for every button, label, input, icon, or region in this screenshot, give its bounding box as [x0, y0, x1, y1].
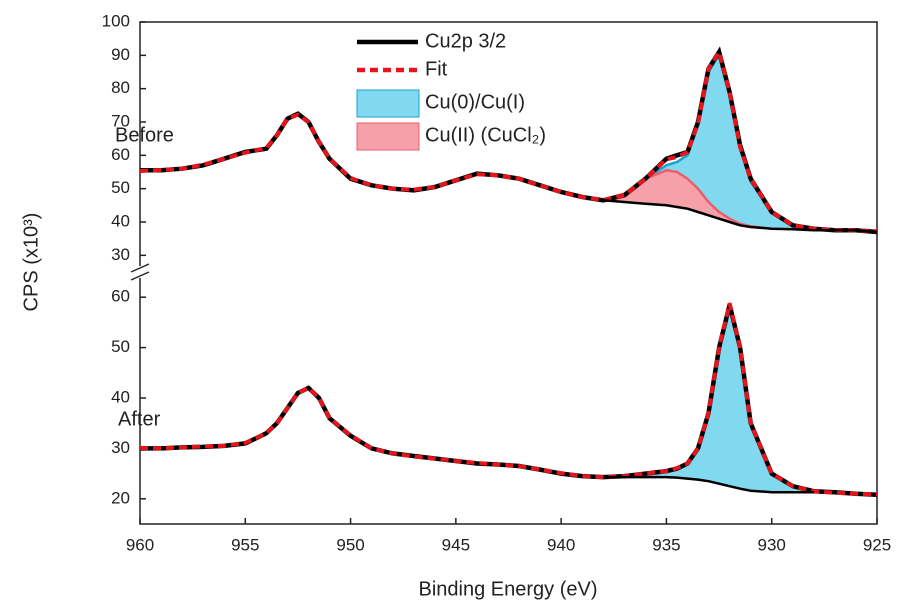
x-tick-label: 945 [442, 535, 470, 554]
y-tick-label: 20 [111, 488, 130, 507]
x-tick-label: 925 [863, 535, 891, 554]
y-tick-label: 50 [111, 178, 130, 197]
legend-label: Cu(II) (CuCl₂) [425, 124, 546, 146]
legend-swatch [356, 89, 420, 118]
x-tick-label: 960 [126, 535, 154, 554]
x-tick-label: 955 [231, 535, 259, 554]
y-tick-label: 70 [111, 111, 130, 130]
y-tick-label: 40 [111, 211, 130, 230]
legend-label: Cu2p 3/2 [425, 30, 506, 52]
background-line [603, 199, 878, 234]
legend-label: Fit [425, 58, 448, 80]
y-axis-label: CPS (x10³) [20, 213, 42, 312]
x-tick-label: 930 [758, 535, 786, 554]
component-area [603, 170, 772, 229]
y-tick-label: 50 [111, 337, 130, 356]
legend-swatch [356, 122, 420, 151]
axis-break-gap [130, 266, 150, 278]
x-tick-label: 935 [652, 535, 680, 554]
legend-label: Cu(0)/Cu(I) [425, 91, 525, 113]
y-tick-label: 60 [111, 287, 130, 306]
panel-label: After [118, 408, 161, 430]
x-tick-label: 950 [336, 535, 364, 554]
axis-break [130, 271, 150, 281]
fit-line [139, 47, 878, 234]
component-area [603, 304, 814, 493]
x-tick-label: 940 [547, 535, 575, 554]
fit-line [139, 302, 878, 497]
y-tick-label: 30 [111, 438, 130, 457]
y-tick-label: 40 [111, 387, 130, 406]
x-axis-label: Binding Energy (eV) [419, 578, 598, 600]
y-tick-label: 60 [111, 145, 130, 164]
panel-label: Before [115, 124, 174, 146]
y-tick-label: 90 [111, 45, 130, 64]
y-tick-label: 30 [111, 245, 130, 264]
axis-break [130, 263, 150, 273]
y-tick-label: 80 [111, 78, 130, 97]
y-tick-label: 100 [102, 11, 130, 30]
background-line [603, 475, 814, 494]
